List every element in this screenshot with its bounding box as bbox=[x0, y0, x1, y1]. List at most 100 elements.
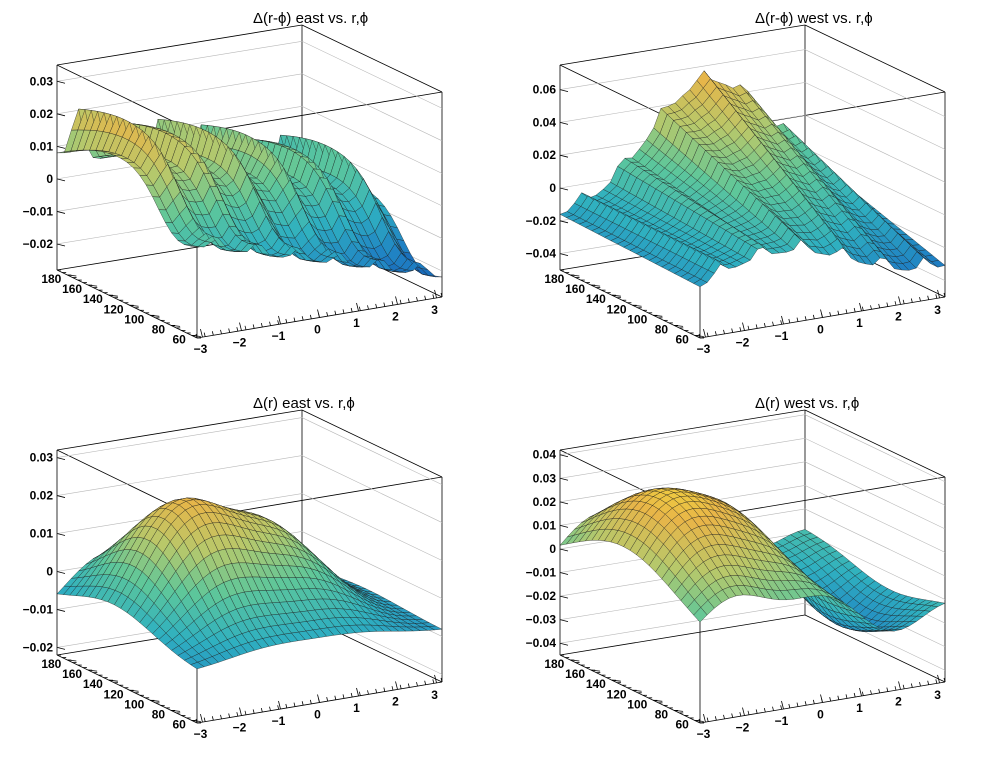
x-minor-tick bbox=[845, 694, 848, 699]
x-minor-tick bbox=[228, 713, 231, 718]
frame-edge bbox=[559, 24, 806, 66]
x-tick bbox=[703, 713, 706, 723]
x-minor-tick bbox=[919, 682, 921, 687]
x-minor-tick bbox=[853, 692, 856, 698]
x-minor-tick bbox=[894, 686, 897, 691]
x-minor-tick bbox=[285, 318, 288, 324]
x-minor-tick bbox=[383, 302, 386, 307]
x-minor-tick bbox=[870, 305, 872, 310]
x-minor-tick bbox=[796, 317, 799, 322]
x-minor-tick bbox=[424, 680, 427, 685]
x-minor-tick bbox=[391, 686, 394, 691]
x-minor-tick bbox=[910, 298, 913, 303]
y-tick-label: 180 bbox=[544, 272, 564, 286]
x-minor-tick bbox=[440, 292, 443, 298]
z-tick-label: 0.01 bbox=[533, 518, 557, 532]
frame-edge bbox=[56, 409, 303, 451]
z-tick bbox=[559, 454, 569, 458]
x-tick bbox=[703, 328, 706, 338]
x-minor-tick bbox=[886, 302, 889, 307]
y-tick-label: 160 bbox=[62, 282, 82, 296]
y-tick-label: 120 bbox=[104, 687, 124, 701]
x-minor-tick bbox=[723, 329, 725, 334]
z-gridline bbox=[559, 414, 946, 482]
z-tick-label: 0.01 bbox=[30, 139, 54, 153]
x-tick bbox=[781, 315, 784, 325]
x-minor-tick bbox=[812, 314, 815, 319]
z-tick-label: −0.02 bbox=[23, 640, 54, 654]
x-minor-tick bbox=[886, 687, 889, 692]
y-tick-label: 60 bbox=[172, 717, 186, 731]
x-minor-tick bbox=[902, 684, 905, 689]
x-minor-tick bbox=[334, 310, 337, 315]
y-tick-label: 140 bbox=[83, 677, 103, 691]
x-minor-tick bbox=[440, 677, 443, 683]
x-minor-tick bbox=[706, 332, 709, 337]
z-tick bbox=[56, 178, 66, 182]
x-minor-tick bbox=[772, 321, 774, 326]
z-tick-label: 0.02 bbox=[533, 495, 557, 509]
x-minor-tick bbox=[829, 697, 832, 702]
panel-drphi-west: Δ(r-ϕ) west vs. r,ϕ −0.04 −0.02 0 0.02 0.04 0.… bbox=[526, 10, 946, 356]
z-tick-label: 0.02 bbox=[533, 148, 557, 162]
z-gridline bbox=[559, 461, 946, 530]
x-tick bbox=[395, 681, 398, 690]
x-minor-tick bbox=[342, 309, 345, 314]
y-tick-label: 140 bbox=[586, 677, 606, 691]
x-minor-tick bbox=[416, 682, 418, 687]
x-tick bbox=[742, 322, 745, 331]
x-tick-label: 0 bbox=[314, 323, 321, 337]
y-tick-label: 120 bbox=[607, 302, 627, 316]
z-tick-label: 0.03 bbox=[30, 74, 54, 88]
x-minor-tick bbox=[383, 687, 386, 692]
x-minor-tick bbox=[326, 312, 329, 317]
x-minor-tick bbox=[731, 328, 734, 333]
x-minor-tick bbox=[399, 684, 402, 689]
x-tick-label: −3 bbox=[697, 727, 711, 741]
x-tick bbox=[937, 674, 940, 684]
x-minor-tick bbox=[731, 713, 734, 718]
z-gridline bbox=[559, 437, 946, 506]
z-tick-label: 0.01 bbox=[30, 527, 54, 541]
x-minor-tick bbox=[252, 709, 255, 714]
z-tick-label: 0.03 bbox=[30, 451, 54, 465]
z-tick-label: 0.02 bbox=[30, 489, 54, 503]
x-minor-tick bbox=[755, 324, 758, 329]
panel-dr-west: Δ(r) west vs. r,ϕ −0.04 −0.03 −0.02 −0.01 0 0.… bbox=[526, 395, 946, 741]
x-minor-tick bbox=[244, 325, 247, 330]
x-minor-tick bbox=[244, 710, 247, 715]
x-minor-tick bbox=[796, 702, 799, 707]
x-minor-tick bbox=[399, 299, 402, 304]
z-tick bbox=[559, 548, 569, 552]
y-tick-label: 60 bbox=[172, 332, 186, 346]
y-tick-label: 140 bbox=[586, 292, 606, 306]
x-tick-label: 3 bbox=[934, 303, 941, 317]
x-minor-tick bbox=[845, 309, 848, 314]
x-tick bbox=[200, 713, 203, 723]
frame-edge bbox=[559, 654, 701, 724]
x-minor-tick bbox=[375, 303, 378, 309]
x-minor-tick bbox=[927, 680, 930, 685]
surface-cell bbox=[428, 275, 443, 278]
x-minor-tick bbox=[910, 683, 913, 688]
frame-edge bbox=[699, 476, 946, 519]
x-minor-tick bbox=[894, 301, 897, 306]
x-tick bbox=[781, 700, 784, 710]
x-minor-tick bbox=[269, 706, 271, 711]
x-minor-tick bbox=[804, 316, 807, 321]
x-tick-label: 2 bbox=[392, 309, 399, 323]
x-tick-label: 1 bbox=[353, 316, 360, 330]
x-tick-label: 2 bbox=[392, 694, 399, 708]
frame-edge bbox=[559, 409, 806, 451]
x-minor-tick bbox=[367, 305, 369, 310]
x-minor-tick bbox=[220, 714, 222, 719]
x-minor-tick bbox=[804, 701, 807, 706]
z-gridline bbox=[56, 493, 443, 561]
frame-edge bbox=[56, 24, 303, 66]
frame-edge bbox=[559, 269, 701, 339]
y-tick-label: 100 bbox=[627, 312, 647, 326]
y-tick-label: 80 bbox=[152, 322, 166, 336]
x-minor-tick bbox=[432, 679, 435, 684]
y-tick-label: 100 bbox=[627, 697, 647, 711]
z-tick-label: 0.06 bbox=[533, 83, 557, 97]
